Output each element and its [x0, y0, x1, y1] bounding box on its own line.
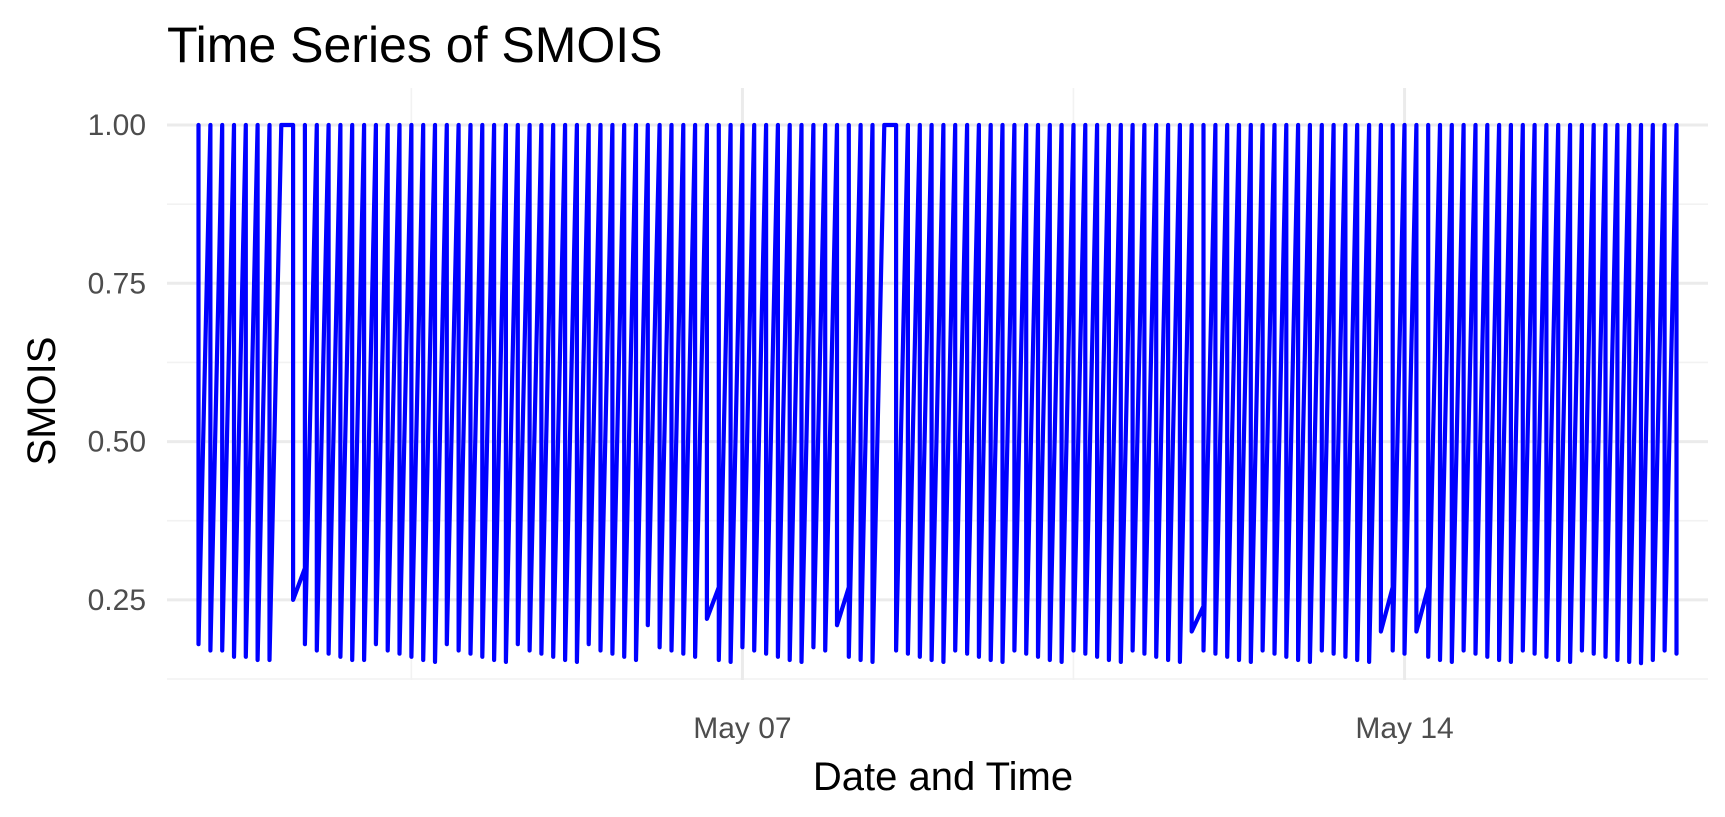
series-line: [196, 122, 1679, 666]
chart-title: Time Series of SMOIS: [167, 17, 662, 73]
tick-labels: 0.25 0.50 0.75 1.00 May 07 May 14: [88, 109, 1454, 745]
y-axis-title: SMOIS: [20, 337, 64, 466]
y-tick-label: 0.50: [88, 426, 146, 459]
x-tick-label: May 07: [693, 712, 791, 745]
x-axis-title: Date and Time: [813, 755, 1073, 799]
y-tick-label: 0.75: [88, 267, 146, 300]
series-layer: [196, 122, 1679, 666]
y-tick-label: 0.25: [88, 584, 146, 617]
x-tick-label: May 14: [1355, 712, 1453, 745]
y-tick-label: 1.00: [88, 109, 146, 142]
